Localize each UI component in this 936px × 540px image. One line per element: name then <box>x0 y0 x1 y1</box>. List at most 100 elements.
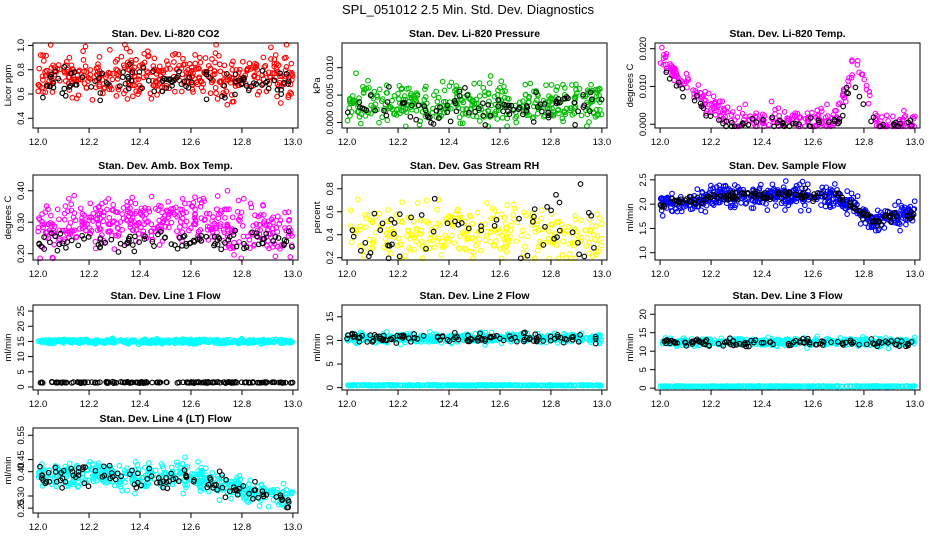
scatter-point-primary <box>277 217 284 224</box>
scatter-point-primary <box>142 205 148 211</box>
scatter-point-primary <box>274 213 281 220</box>
scatter-point-primary <box>547 96 554 102</box>
scatter-point-primary <box>75 92 82 99</box>
scatter-point-primary <box>451 240 458 246</box>
scatter-point-primary <box>100 218 106 225</box>
scatter-point-primary <box>486 80 493 86</box>
scatter-point-primary <box>224 224 230 230</box>
scatter-point-primary <box>104 206 110 213</box>
scatter-point-secondary <box>44 83 50 89</box>
x-tick-label: 12.4 <box>131 399 150 410</box>
x-tick-label: 12.0 <box>338 399 357 410</box>
scatter-point-secondary <box>278 91 285 97</box>
x-tick-label: 12.4 <box>753 269 772 280</box>
scatter-point-primary <box>191 75 198 82</box>
scatter-point-primary <box>197 59 204 66</box>
scatter-point-primary <box>391 234 398 240</box>
scatter-point-primary <box>423 197 430 204</box>
scatter-point-secondary <box>108 236 115 243</box>
scatter-point-primary <box>895 198 902 205</box>
scatter-point-secondary <box>259 68 266 74</box>
scatter-point-primary <box>285 209 292 215</box>
scatter-point-secondary <box>537 101 544 108</box>
panel-title: Stan. Dev. Line 2 Flow <box>419 290 530 302</box>
scatter-point-primary <box>145 69 151 76</box>
scatter-point-secondary <box>265 85 272 92</box>
scatter-point-primary <box>527 80 534 87</box>
scatter-point-primary <box>183 209 189 216</box>
scatter-point-primary <box>174 228 180 235</box>
scatter-point-secondary <box>232 91 238 98</box>
scatter-point-primary <box>715 108 722 115</box>
scatter-point-primary <box>782 178 789 184</box>
scatter-point-primary <box>355 196 361 203</box>
scatter-point-primary <box>695 82 702 88</box>
scatter-point-primary <box>463 246 469 253</box>
scatter-point-primary <box>192 206 198 213</box>
scatter-point-secondary <box>780 119 786 126</box>
scatter-point-primary <box>402 123 409 130</box>
scatter-point-secondary <box>877 123 884 130</box>
scatter-point-secondary <box>444 102 451 109</box>
y-tick-label: 0.000 <box>325 111 336 135</box>
y-tick-label: 0.4 <box>16 112 27 125</box>
scatter-point-primary <box>170 209 177 216</box>
y-tick-label: 1.0 <box>638 246 649 259</box>
scatter-point-secondary <box>533 89 539 96</box>
scatter-point-primary <box>61 216 68 223</box>
scatter-point-primary <box>190 89 196 95</box>
scatter-point-secondary <box>116 83 123 89</box>
scatter-point-secondary <box>131 248 138 255</box>
scatter-point-primary <box>669 66 675 73</box>
scatter-point-primary <box>395 90 401 97</box>
scatter-point-primary <box>250 242 257 249</box>
scatter-point-primary <box>216 211 222 218</box>
scatter-point-primary <box>347 207 354 214</box>
scatter-point-primary <box>135 76 142 83</box>
y-tick-label: 0.000 <box>638 112 649 136</box>
y-axis-label: degrees C <box>625 63 636 107</box>
scatter-point-primary <box>188 64 195 71</box>
scatter-point-secondary <box>203 233 210 240</box>
scatter-point-primary <box>466 212 473 219</box>
scatter-point-primary <box>796 181 803 188</box>
y-tick-label: 0.010 <box>638 75 649 99</box>
scatter-point-primary <box>561 108 567 115</box>
scatter-point-primary <box>423 83 429 90</box>
scatter-point-secondary <box>283 71 290 77</box>
scatter-point-primary <box>824 113 831 119</box>
scatter-point-secondary <box>774 120 781 126</box>
scatter-point-primary <box>398 241 404 248</box>
scatter-point-primary <box>473 113 480 120</box>
scatter-point-primary <box>568 105 575 111</box>
scatter-point-primary <box>213 90 219 97</box>
scatter-point-secondary <box>480 112 487 119</box>
x-tick-label: 13.0 <box>906 269 925 280</box>
scatter-point-primary <box>564 228 570 235</box>
scatter-point-secondary <box>289 243 295 250</box>
scatter-point-primary <box>66 195 72 202</box>
scatter-point-secondary <box>422 107 429 114</box>
scatter-point-secondary <box>843 89 850 96</box>
scatter-point-primary <box>224 221 230 228</box>
data-points <box>344 328 605 389</box>
scatter-point-primary <box>495 226 502 233</box>
scatter-point-primary <box>43 67 50 74</box>
scatter-point-secondary <box>362 239 369 246</box>
scatter-point-primary <box>474 209 481 216</box>
scatter-point-primary <box>122 41 128 48</box>
scatter-point-primary <box>229 226 236 232</box>
x-tick-label: 12.6 <box>804 269 823 280</box>
scatter-point-primary <box>40 52 46 59</box>
scatter-point-secondary <box>222 239 228 246</box>
scatter-point-secondary <box>377 227 384 233</box>
scatter-point-secondary <box>176 68 182 75</box>
scatter-point-primary <box>501 214 508 221</box>
scatter-point-primary <box>248 204 255 211</box>
scatter-point-primary <box>598 242 605 249</box>
scatter-point-primary <box>597 215 603 221</box>
scatter-point-primary <box>447 213 454 220</box>
scatter-point-primary <box>522 92 529 98</box>
scatter-point-primary <box>260 202 266 209</box>
